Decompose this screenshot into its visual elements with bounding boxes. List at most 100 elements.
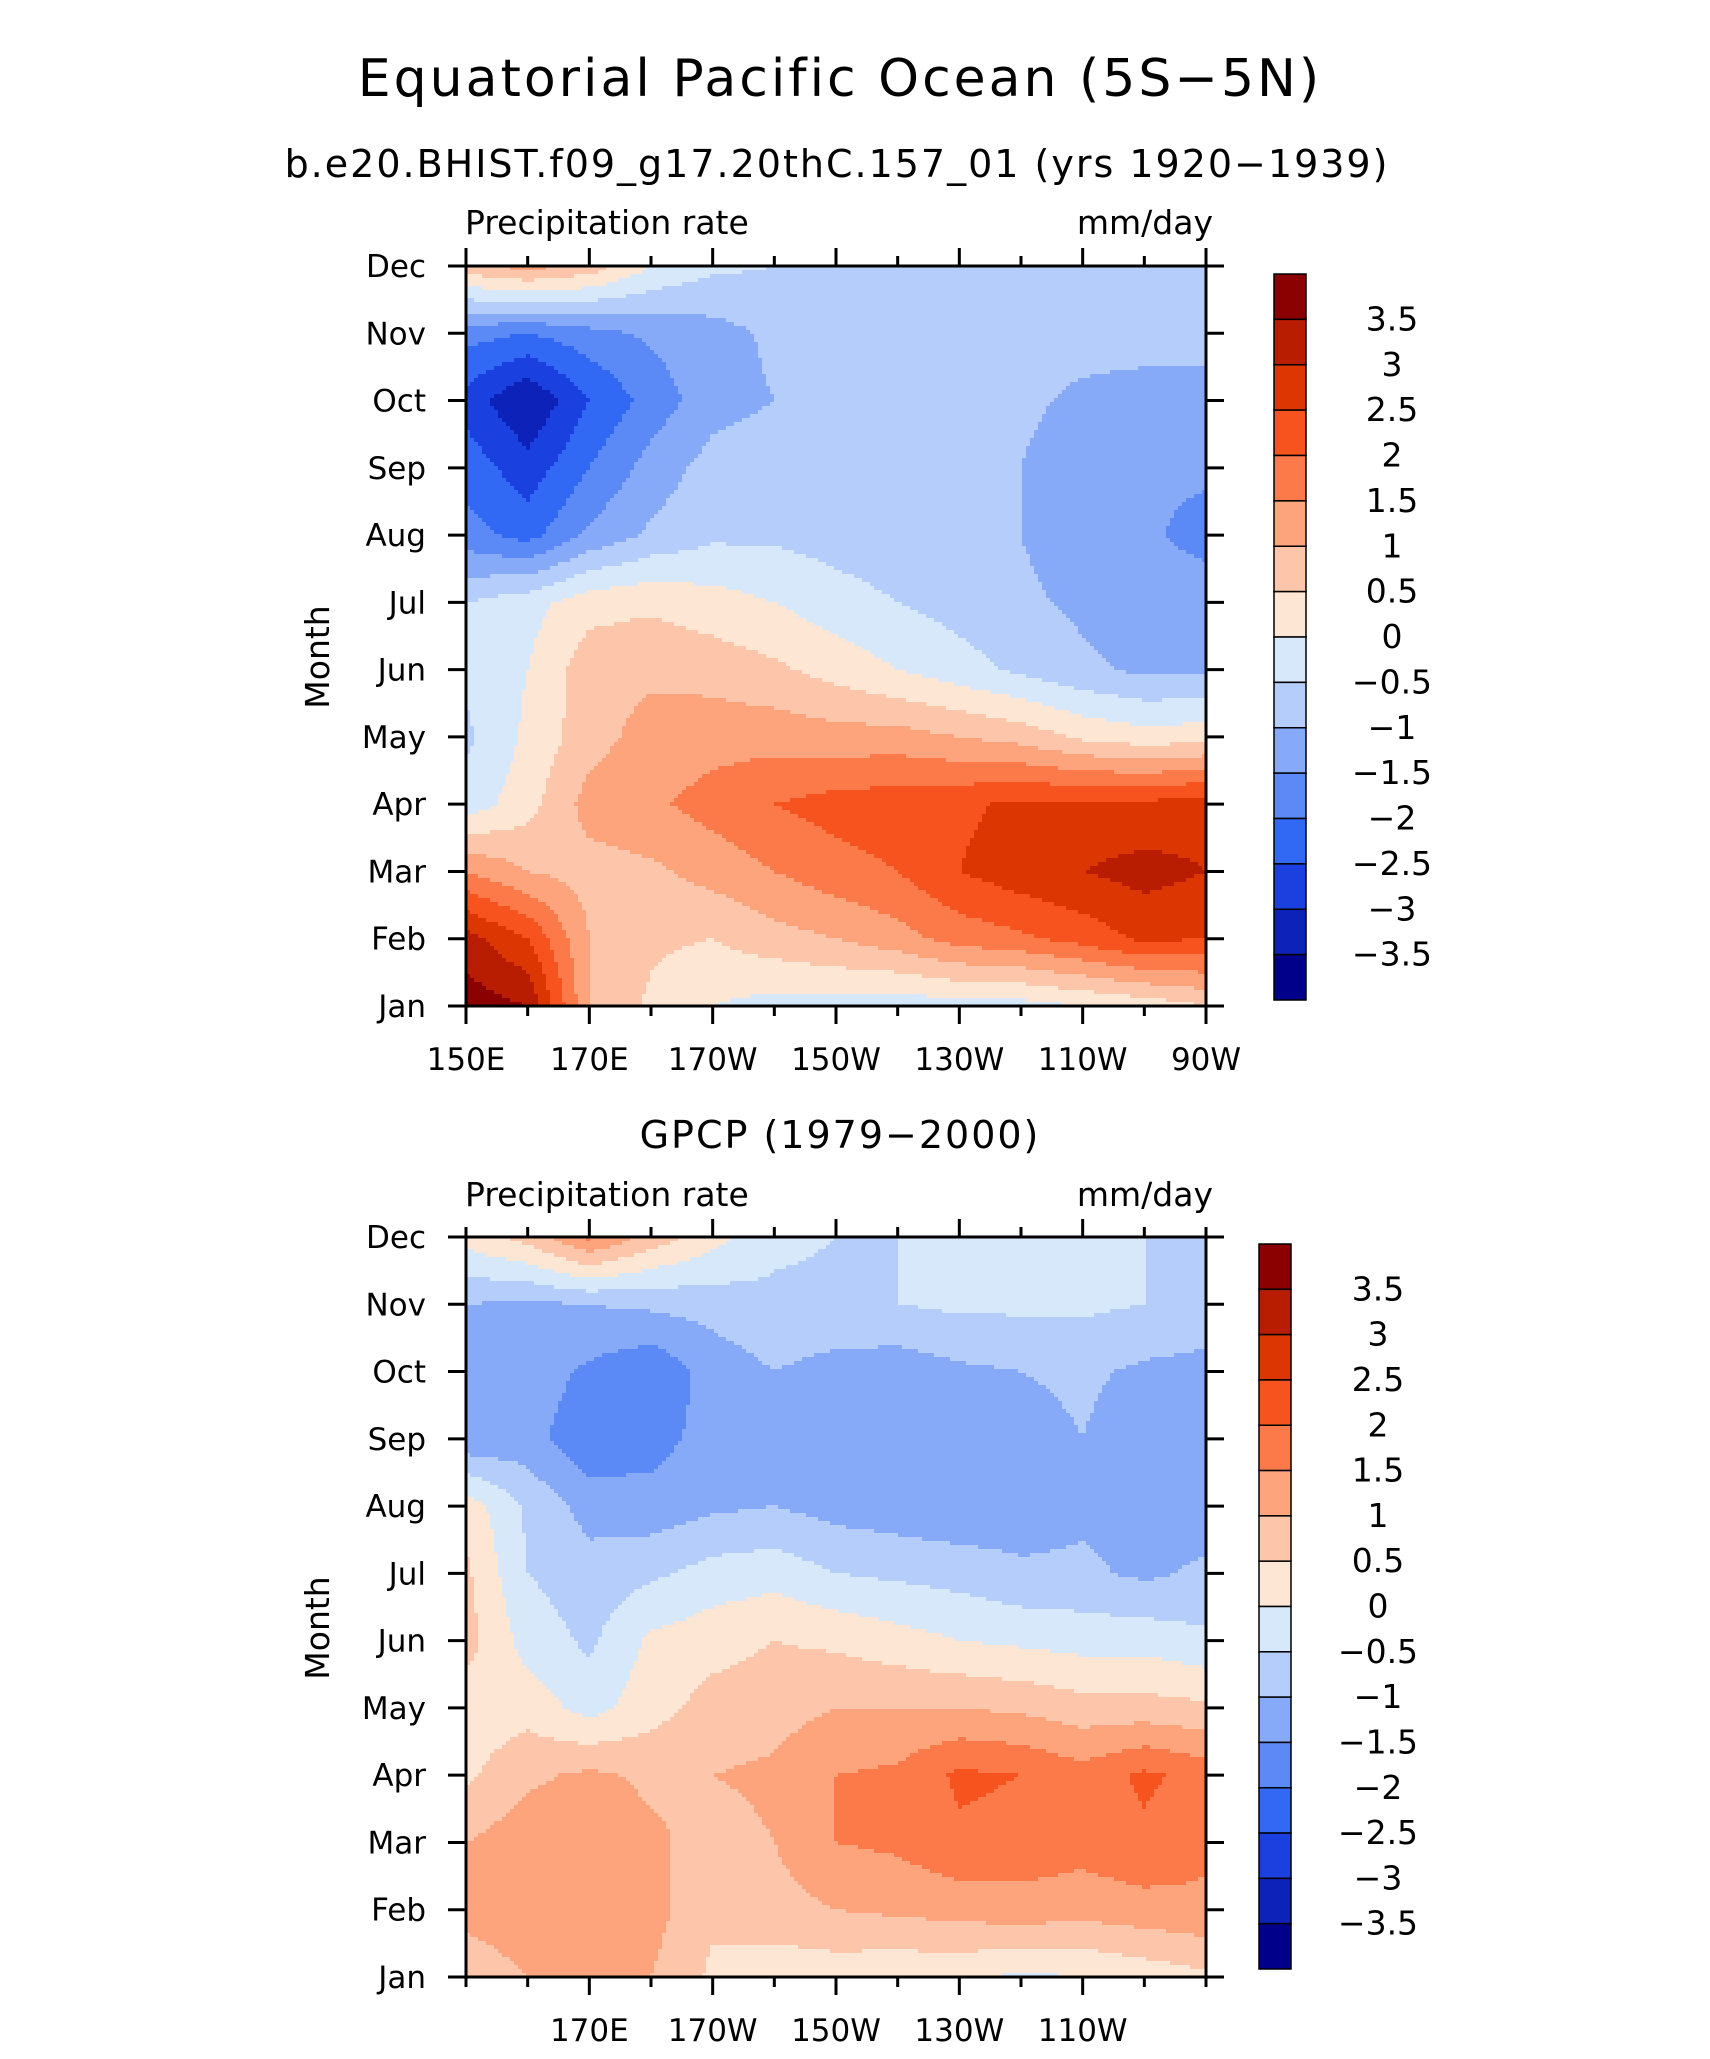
heatmap-cell bbox=[466, 714, 471, 719]
heatmap-cell bbox=[562, 542, 615, 547]
heatmap-cell bbox=[466, 1725, 659, 1730]
heatmap-cell bbox=[578, 1002, 591, 1007]
heatmap-cell bbox=[678, 1569, 831, 1574]
heatmap-cell bbox=[954, 1789, 995, 1794]
heatmap-cell bbox=[658, 1245, 719, 1250]
model-panel-y-axis-label: Month bbox=[298, 605, 337, 708]
heatmap-cell bbox=[506, 1489, 555, 1494]
heatmap-cell bbox=[874, 1529, 1207, 1534]
heatmap-cell bbox=[678, 1357, 759, 1362]
heatmap-cell bbox=[702, 1609, 839, 1614]
heatmap-cell bbox=[626, 1597, 747, 1602]
heatmap-cell bbox=[474, 1249, 543, 1254]
heatmap-cell bbox=[550, 770, 591, 775]
heatmap-cell bbox=[666, 1349, 747, 1354]
heatmap-cell bbox=[1170, 538, 1207, 543]
heatmap-cell bbox=[470, 1561, 499, 1566]
heatmap-cell bbox=[466, 1569, 471, 1574]
heatmap-cell bbox=[526, 678, 567, 683]
heatmap-cell bbox=[718, 430, 1035, 435]
heatmap-cell bbox=[1030, 894, 1207, 899]
heatmap-cell bbox=[642, 454, 699, 459]
heatmap-cell bbox=[478, 1629, 511, 1634]
heatmap-cell bbox=[690, 1393, 1055, 1398]
heatmap-cell bbox=[606, 502, 667, 507]
colorbar-box bbox=[1273, 953, 1307, 1001]
heatmap-cell bbox=[558, 1773, 619, 1778]
y-tick-label: May bbox=[362, 720, 426, 756]
colorbar-box bbox=[1273, 908, 1307, 956]
colorbar-label: −2.5 bbox=[1338, 1813, 1418, 1852]
heatmap-cell bbox=[830, 1569, 1111, 1574]
heatmap-cell bbox=[970, 642, 1091, 647]
heatmap-cell bbox=[854, 574, 1039, 579]
heatmap-cell bbox=[966, 1737, 1207, 1742]
heatmap-cell bbox=[686, 878, 795, 883]
heatmap-cell bbox=[466, 1637, 479, 1642]
heatmap-cell bbox=[798, 1945, 1207, 1950]
heatmap-cell bbox=[670, 370, 763, 375]
heatmap-cell bbox=[466, 1437, 551, 1442]
heatmap-cell bbox=[566, 1621, 607, 1626]
heatmap-cell bbox=[1186, 1621, 1207, 1626]
heatmap-cell bbox=[622, 734, 955, 739]
heatmap-cell bbox=[678, 1709, 831, 1714]
heatmap-cell bbox=[638, 1793, 743, 1798]
heatmap-cell bbox=[758, 1357, 803, 1362]
heatmap-cell bbox=[514, 382, 539, 387]
heatmap-cell bbox=[866, 850, 967, 855]
heatmap-cell bbox=[466, 1709, 571, 1714]
heatmap-cell bbox=[558, 1613, 611, 1618]
heatmap-cell bbox=[882, 858, 963, 863]
heatmap-cell bbox=[466, 1389, 567, 1394]
heatmap-cell bbox=[466, 1849, 671, 1854]
heatmap-cell bbox=[466, 1277, 491, 1282]
heatmap-cell bbox=[562, 342, 647, 347]
heatmap-cell bbox=[1142, 890, 1151, 895]
heatmap-cell bbox=[466, 626, 543, 631]
heatmap-cell bbox=[466, 422, 507, 427]
heatmap-cell bbox=[818, 558, 1031, 563]
heatmap-cell bbox=[702, 446, 1027, 451]
heatmap-cell bbox=[494, 1549, 527, 1554]
heatmap-cell bbox=[986, 806, 1207, 811]
heatmap-cell bbox=[766, 374, 1091, 379]
heatmap-cell bbox=[726, 1601, 807, 1606]
heatmap-cell bbox=[466, 1937, 479, 1942]
heatmap-cell bbox=[566, 374, 615, 379]
heatmap-cell bbox=[610, 1617, 687, 1622]
heatmap-cell bbox=[698, 778, 1207, 783]
heatmap-cell bbox=[466, 370, 487, 375]
heatmap-cell bbox=[1006, 1781, 1131, 1786]
heatmap-cell bbox=[642, 998, 731, 1003]
heatmap-cell bbox=[606, 1709, 679, 1714]
heatmap-cell bbox=[522, 714, 567, 719]
heatmap-cell bbox=[586, 570, 843, 575]
heatmap-cell bbox=[494, 1545, 527, 1550]
heatmap-cell bbox=[590, 462, 635, 467]
heatmap-cell bbox=[466, 1369, 575, 1374]
heatmap-cell bbox=[606, 1305, 919, 1310]
heatmap-cell bbox=[982, 738, 1083, 743]
heatmap-cell bbox=[578, 1641, 599, 1646]
heatmap-cell bbox=[578, 894, 727, 899]
heatmap-cell bbox=[1038, 746, 1207, 751]
colorbar-label: −3 bbox=[1354, 1858, 1403, 1897]
heatmap-cell bbox=[530, 498, 567, 503]
colorbar-box bbox=[1273, 863, 1307, 910]
heatmap-cell bbox=[690, 1693, 1159, 1698]
heatmap-cell bbox=[466, 466, 499, 471]
heatmap-cell bbox=[578, 814, 691, 819]
heatmap-cell bbox=[1026, 454, 1207, 459]
heatmap-cell bbox=[686, 1409, 1067, 1414]
heatmap-cell bbox=[466, 290, 647, 295]
heatmap-cell bbox=[466, 982, 483, 987]
heatmap-cell bbox=[1034, 566, 1207, 571]
heatmap-cell bbox=[918, 930, 1023, 935]
heatmap-cell bbox=[802, 1725, 1079, 1730]
heatmap-cell bbox=[990, 690, 1095, 695]
heatmap-cell bbox=[1050, 402, 1207, 407]
heatmap-cell bbox=[678, 1441, 1207, 1446]
heatmap-cell bbox=[574, 1461, 663, 1466]
heatmap-cell bbox=[626, 718, 827, 723]
